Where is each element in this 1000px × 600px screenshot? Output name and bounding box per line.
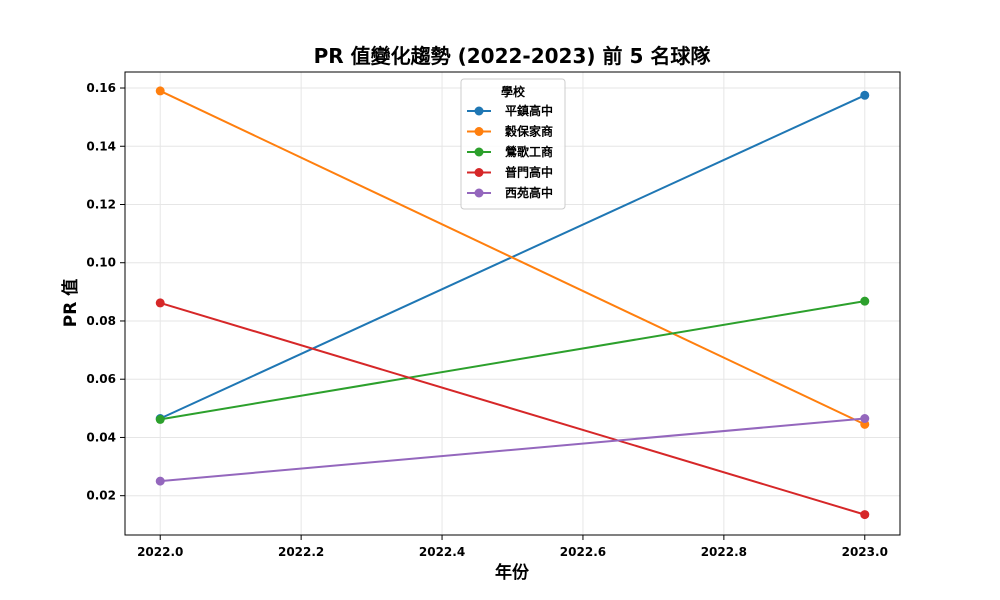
series-group [155, 298, 870, 520]
series-line [159, 90, 866, 426]
series-line [159, 301, 866, 516]
data-point [155, 414, 165, 424]
y-axis-label: PR 值 [60, 279, 81, 327]
data-point [860, 296, 870, 306]
legend-item: 普門高中 [467, 165, 553, 180]
legend-item: 平鎮高中 [467, 103, 553, 118]
tick-layer: 2022.0 2022.2 2022.4 2022.6 2022.8 2023.0 0.02… [86, 81, 888, 559]
legend-marker-swatch [474, 188, 484, 198]
y-tick-label: 0.08 [86, 314, 116, 328]
plot-frame [124, 71, 901, 536]
series-line [160, 300, 865, 421]
legend-marker-swatch [474, 127, 484, 136]
x-tick-label: 2023.0 [842, 545, 888, 559]
y-tick-label: 0.04 [86, 430, 116, 444]
x-tick-label: 2022.8 [701, 545, 747, 559]
legend-label: 西苑高中 [505, 185, 553, 200]
legend-label: 普門高中 [505, 165, 553, 180]
legend-item: 穀保家商 [467, 124, 553, 139]
legend-item: 鶯歌工商 [467, 144, 553, 159]
series-layer [155, 86, 870, 520]
x-tick-label: 2022.4 [419, 545, 465, 559]
series-group [155, 414, 870, 486]
data-point [860, 414, 870, 424]
chart-title: PR 值變化趨勢 (2022-2023) 前 5 名球隊 [314, 44, 712, 68]
x-tick-label: 2022.0 [137, 545, 183, 559]
y-tick-label: 0.10 [86, 256, 116, 270]
y-tick-label: 0.16 [86, 81, 116, 95]
legend-marker-swatch [474, 106, 484, 116]
legend-label: 平鎮高中 [505, 103, 553, 118]
series-line [160, 417, 865, 483]
data-point [860, 90, 870, 100]
x-tick-label: 2022.6 [560, 545, 606, 559]
series-group [155, 296, 870, 424]
legend-label: 穀保家商 [505, 124, 553, 139]
legend-marker-swatch [474, 147, 484, 157]
y-tick-label: 0.02 [86, 489, 116, 503]
y-tick-label: 0.12 [86, 197, 116, 211]
data-point [860, 510, 870, 520]
data-point [155, 298, 165, 308]
x-tick-label: 2022.2 [278, 545, 324, 559]
data-point [155, 476, 165, 486]
x-axis-label: 年份 [495, 562, 530, 583]
data-point [155, 86, 165, 96]
y-tick-label: 0.14 [86, 139, 116, 153]
legend-label: 鶯歌工商 [505, 144, 553, 159]
legend-marker-swatch [474, 168, 484, 177]
legend-item: 西苑高中 [467, 185, 553, 200]
y-tick-label: 0.06 [86, 372, 116, 386]
legend-title: 學校 [501, 84, 526, 99]
